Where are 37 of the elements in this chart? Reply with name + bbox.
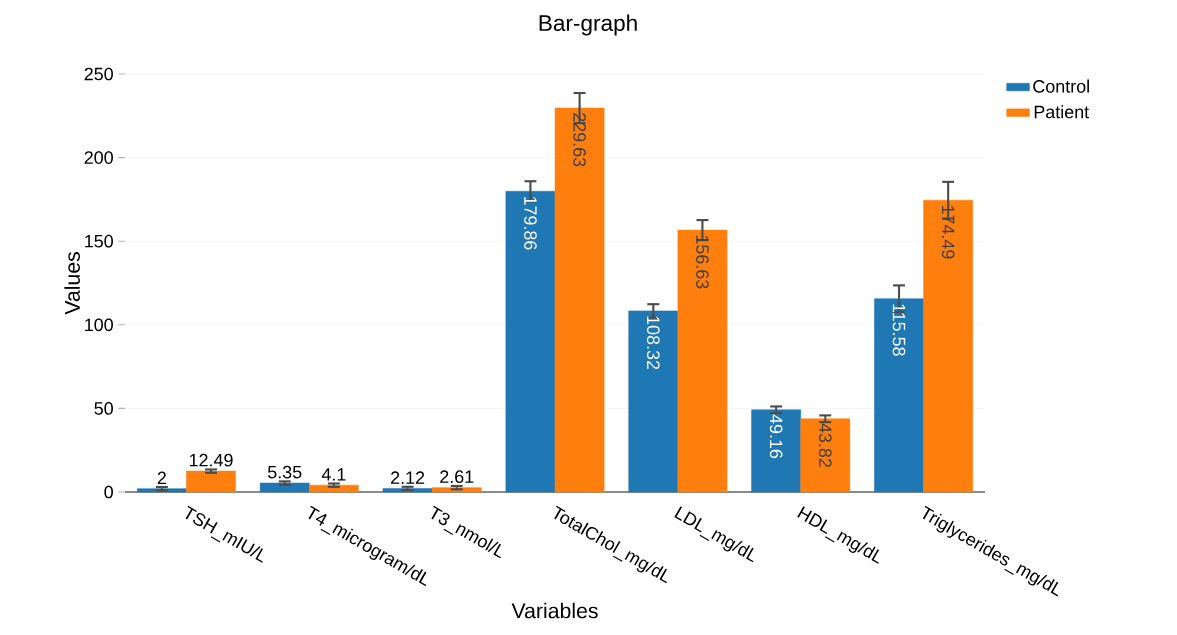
y-tick-label: 250 <box>84 67 113 81</box>
data-label: 43.82 <box>818 423 832 467</box>
data-label: 49.16 <box>769 414 783 459</box>
bar <box>259 482 310 493</box>
data-label: 2.12 <box>391 471 425 484</box>
data-label: 2 <box>157 471 166 485</box>
legend-label: Patient <box>1034 105 1090 119</box>
y-tick-label: 50 <box>94 402 113 415</box>
data-label: 156.63 <box>696 235 709 289</box>
bar <box>677 229 728 493</box>
data-label: 108.32 <box>646 316 660 370</box>
bar <box>874 298 924 493</box>
data-label: 12.49 <box>189 453 233 467</box>
data-label: 179.86 <box>524 196 537 250</box>
legend-label: Control <box>1033 79 1089 93</box>
bar <box>309 484 359 493</box>
chart-title: Bar-graph <box>539 14 637 36</box>
data-label: 229.63 <box>573 113 586 167</box>
y-tick-label: 0 <box>104 485 113 499</box>
bar <box>505 191 556 493</box>
bar <box>800 418 851 493</box>
bar <box>923 199 973 493</box>
bar <box>382 488 433 493</box>
data-label: 4.1 <box>321 468 346 481</box>
bar <box>751 409 801 493</box>
x-axis-title: Variables <box>511 602 598 619</box>
y-tick-label: 100 <box>85 318 113 332</box>
bar <box>628 310 679 493</box>
y-axis-title: Values <box>64 252 80 315</box>
y-tick-label: 200 <box>84 151 113 164</box>
data-label: 5.35 <box>267 465 302 479</box>
y-tick-label: 150 <box>85 234 113 248</box>
bar <box>554 107 605 493</box>
data-label: 174.49 <box>941 205 955 259</box>
data-label: 2.61 <box>440 470 474 484</box>
bar <box>186 470 236 493</box>
data-label: 115.58 <box>892 304 906 356</box>
